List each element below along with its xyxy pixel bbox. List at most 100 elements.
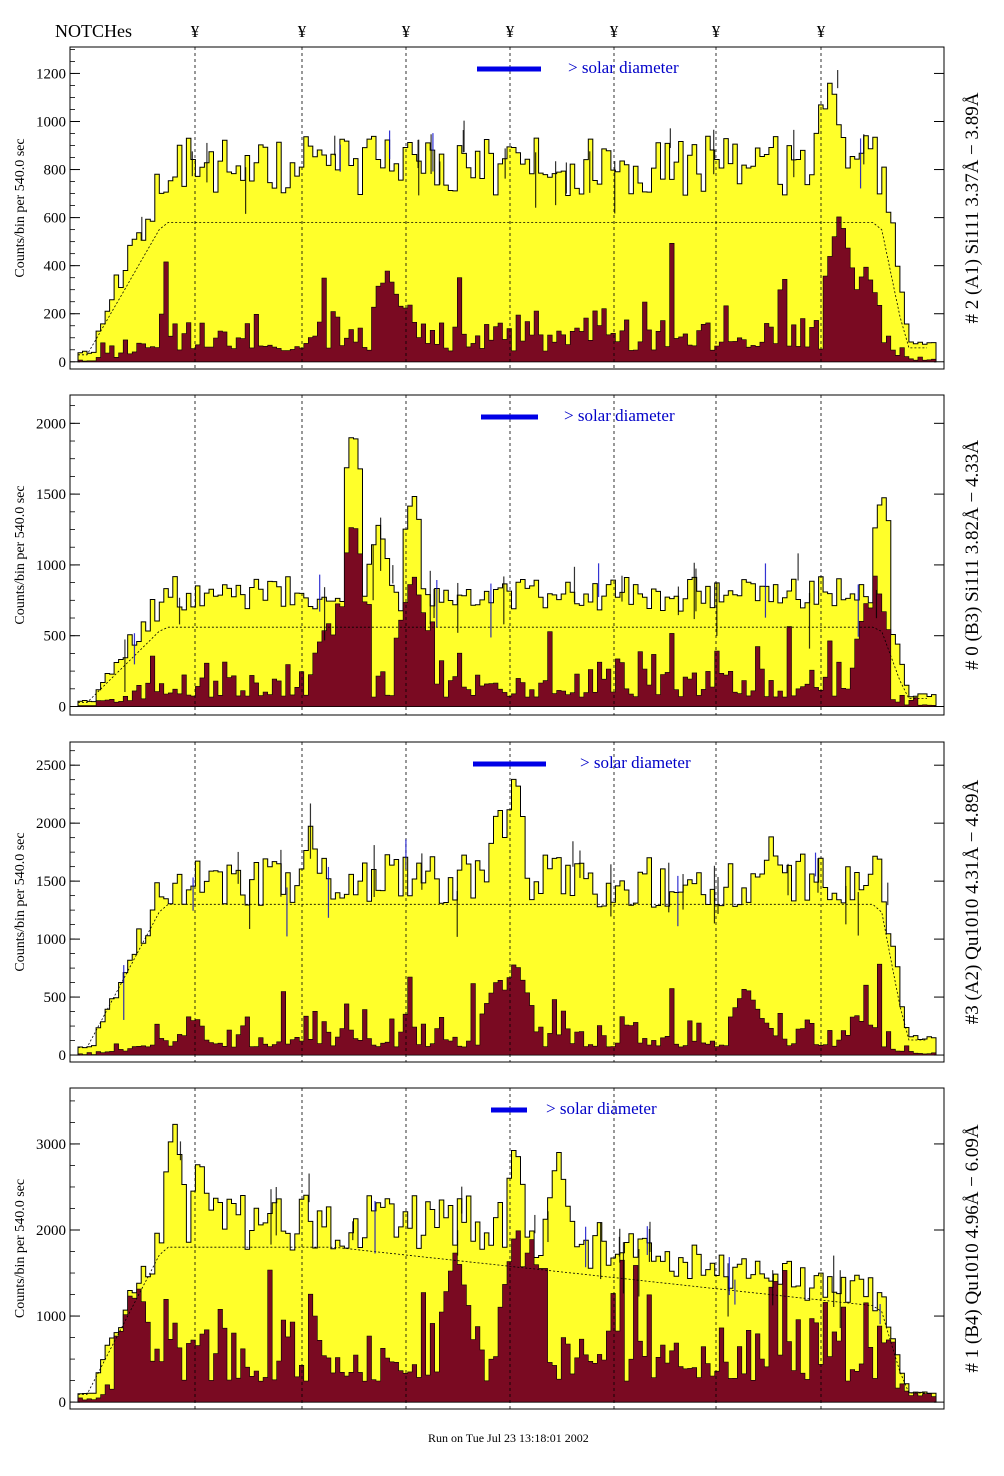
line-annotation-mark [728, 1257, 730, 1296]
line-annotation-mark [646, 1226, 648, 1255]
fit-curve-dashed [78, 1246, 928, 1395]
y-tick-label: 1000 [36, 558, 66, 574]
line-annotation-mark [589, 151, 591, 193]
y-tick-label: 0 [59, 1048, 67, 1064]
line-annotation-mark [275, 1187, 277, 1236]
line-annotation-mark [837, 70, 839, 89]
line-annotation-mark [887, 882, 889, 906]
y-tick-label: 1200 [36, 66, 66, 82]
line-annotation-mark [372, 544, 374, 601]
line-annotation-mark [638, 1249, 640, 1297]
line-annotation-mark [392, 565, 394, 584]
y-tick-label: 3000 [36, 1137, 66, 1153]
line-annotation-mark [716, 582, 718, 636]
line-annotation-mark [555, 161, 557, 206]
run-timestamp: Run on Tue Jul 23 13:18:01 2002 [428, 1431, 589, 1445]
line-annotation-mark [875, 589, 878, 619]
line-annotation-mark [797, 553, 799, 581]
y-tick-label: 400 [44, 259, 67, 275]
total-counts-histogram [77, 437, 937, 707]
subset-counts-histogram [77, 1230, 937, 1403]
line-annotation-mark [857, 892, 859, 936]
line-annotation-mark [270, 1189, 272, 1245]
line-annotation-mark [717, 877, 719, 914]
plot-frame [69, 741, 945, 1063]
line-annotation-mark [141, 216, 143, 241]
line-annotation-mark [649, 1221, 651, 1252]
y-tick-label: 2000 [36, 1223, 66, 1239]
total-counts-histogram [77, 82, 937, 363]
line-annotation-mark [339, 144, 341, 172]
y-tick-label: 600 [44, 211, 67, 227]
y-tick-label: 2000 [36, 416, 66, 432]
subset-counts-histogram [77, 216, 937, 363]
notches-label: NOTCHes [55, 21, 132, 41]
line-annotation-mark [192, 877, 194, 911]
y-tick-label: 0 [59, 1395, 67, 1411]
line-annotation-mark [334, 135, 336, 156]
line-annotation-mark [178, 597, 181, 625]
line-annotation-mark [713, 865, 716, 924]
line-annotation-mark [237, 851, 239, 884]
line-annotation-mark [433, 588, 435, 619]
line-annotation-mark [388, 130, 391, 160]
y-tick-label: 200 [44, 307, 67, 323]
solar-diameter-label: > solar diameter [580, 753, 691, 772]
line-annotation-mark [573, 566, 576, 603]
notch-marker: ¥ [817, 22, 826, 41]
line-annotation-mark [308, 1173, 310, 1203]
line-annotation-mark [432, 133, 434, 172]
line-annotation-mark [713, 129, 715, 175]
line-annotation-mark [610, 864, 612, 917]
line-annotation-mark [669, 128, 671, 148]
line-annotation-mark [457, 582, 459, 633]
plot-frame [69, 1087, 945, 1410]
line-annotation-mark [280, 849, 282, 897]
solar-diameter-label: > solar diameter [546, 1099, 657, 1118]
line-annotation-mark [734, 1279, 736, 1305]
line-annotation-mark [319, 574, 321, 612]
chart-panel-panel-b4: 0 1000 2000 3000 Counts/bin per 540.0 sec # 1… [13, 1087, 983, 1411]
line-annotation-mark [859, 138, 862, 189]
plot-frame [69, 46, 945, 370]
line-annotation-mark [764, 563, 767, 618]
line-annotation-mark [814, 852, 817, 877]
channel-label: # 1 (B4) Qu1010 4.96Å − 6.09Å [962, 1124, 983, 1372]
line-annotation-mark [123, 965, 125, 1020]
line-annotation-mark [787, 863, 789, 896]
chart-panel-panel-b3: 0 500 1000 1500 2000 Counts/bin per 540.0 sec… [13, 394, 983, 716]
chart-panel-panel-a1: 0 200 400 600 800 1000 1200 Counts/bin per 540.… [13, 46, 983, 371]
line-annotation-mark [456, 1230, 459, 1256]
line-annotation-mark [456, 891, 458, 937]
line-annotation-mark [845, 885, 847, 925]
fit-curve-dashed [78, 222, 927, 356]
line-annotation-mark [839, 1270, 841, 1329]
line-annotation-mark [327, 866, 330, 918]
line-annotation-mark [179, 1141, 182, 1161]
y-axis-label: Counts/bin per 540.0 sec [13, 832, 28, 971]
solar-diameter-label: > solar diameter [568, 58, 679, 77]
line-annotation-mark [429, 570, 431, 625]
y-tick-label: 0 [59, 700, 67, 716]
line-annotation-mark [490, 583, 492, 638]
line-annotation-mark [323, 587, 326, 641]
y-tick-label: 1000 [36, 932, 66, 948]
line-annotation-mark [579, 850, 581, 878]
line-annotation-mark [191, 151, 193, 177]
channel-label: # 2 (A1) Si111 3.37Å − 3.89Å [962, 92, 983, 323]
line-annotation-mark [124, 639, 126, 692]
line-annotation-mark [133, 633, 136, 665]
line-annotation-mark [547, 1211, 549, 1243]
line-annotation-mark [418, 139, 420, 196]
line-annotation-mark [245, 167, 247, 214]
notch-marker: ¥ [610, 22, 619, 41]
line-annotation-mark [565, 162, 567, 194]
line-annotation-mark [621, 575, 623, 602]
line-annotation-mark [503, 576, 505, 625]
line-annotation-mark [535, 152, 537, 208]
y-tick-label: 1000 [36, 1309, 66, 1325]
fit-curve-dashed [78, 626, 927, 703]
notch-marker: ¥ [191, 22, 200, 41]
line-annotation-mark [677, 586, 679, 616]
